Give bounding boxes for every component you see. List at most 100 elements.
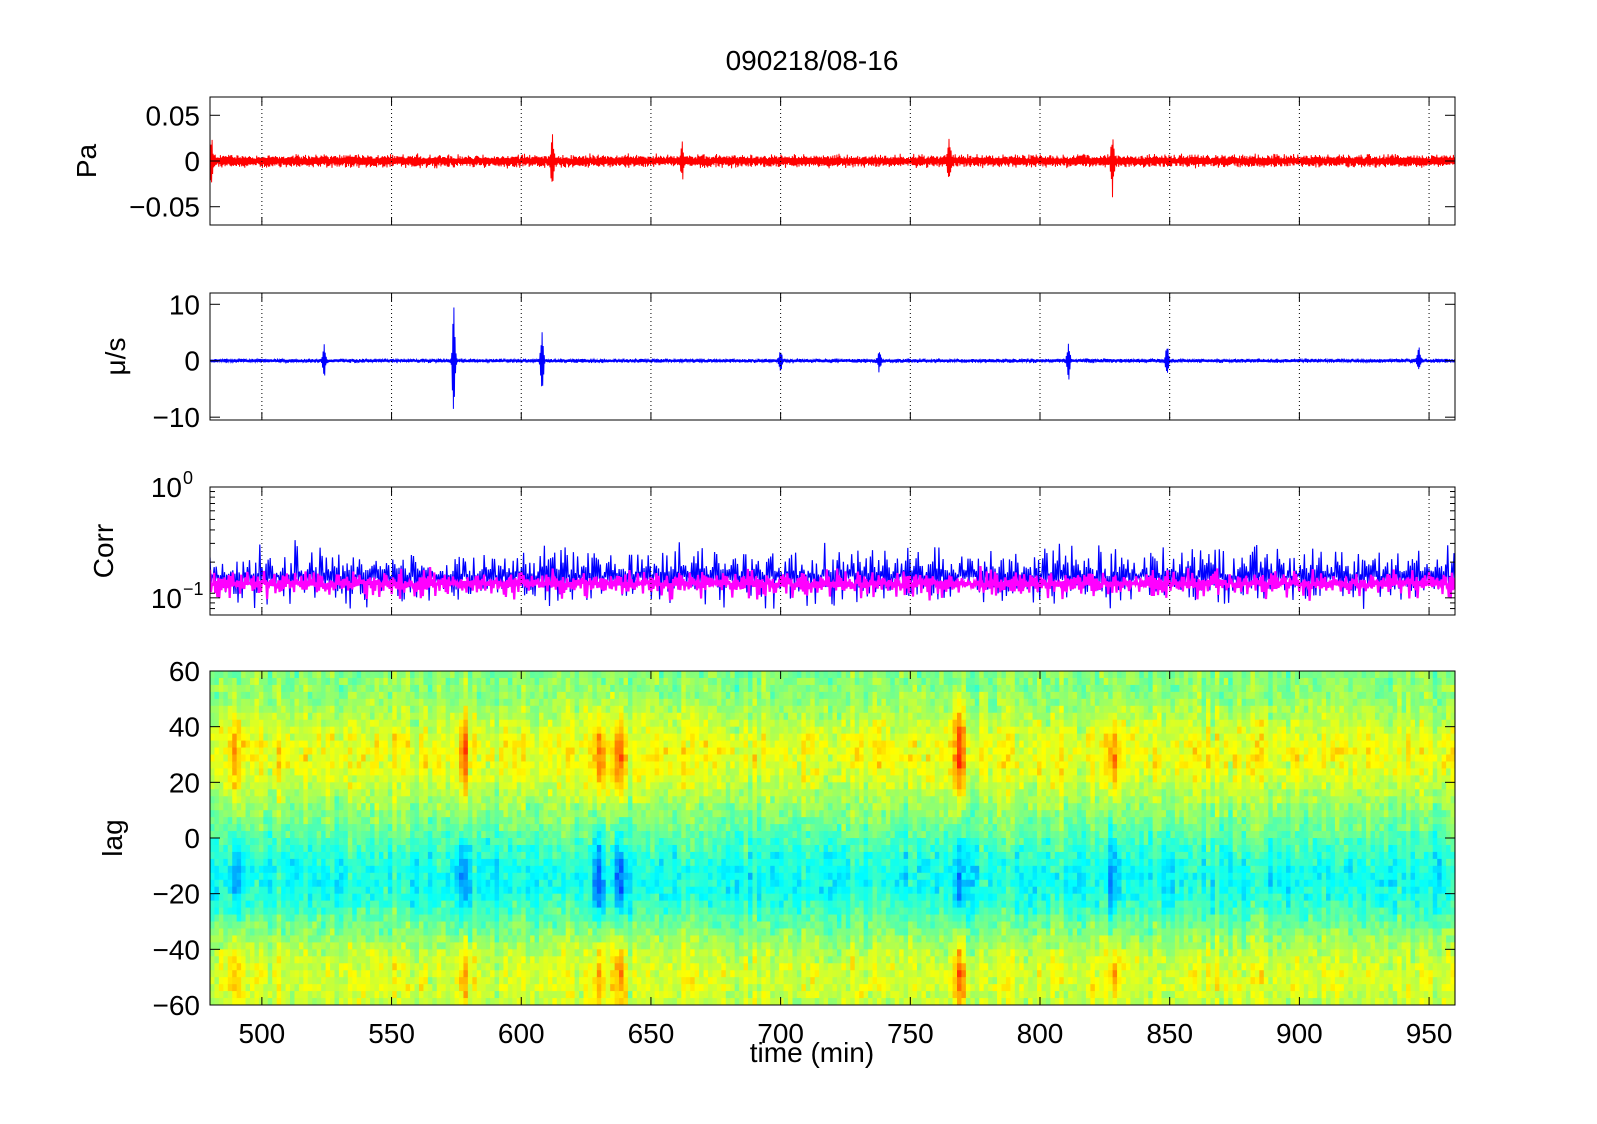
heatmap-cell — [507, 844, 513, 853]
heatmap-cell — [579, 810, 585, 818]
heatmap-cell — [587, 831, 593, 839]
heatmap-cell — [485, 858, 491, 867]
heatmap-cell — [450, 754, 456, 763]
heatmap-cell — [347, 754, 353, 763]
heatmap-cell — [583, 879, 589, 888]
heatmap-cell — [232, 914, 238, 923]
heatmap-cell — [276, 851, 282, 860]
heatmap-cell — [392, 831, 398, 839]
heatmap-cell — [636, 886, 642, 895]
heatmap-cell — [245, 698, 251, 707]
heatmap-cell — [516, 858, 522, 867]
heatmap-cell — [347, 998, 353, 1005]
heatmap-cell — [467, 810, 473, 818]
heatmap-cell — [614, 768, 620, 776]
heatmap-cell — [325, 684, 331, 693]
heatmap-cell — [619, 907, 625, 916]
heatmap-cell — [387, 977, 393, 985]
heatmap-cell — [361, 824, 367, 832]
heatmap-cell — [552, 886, 558, 895]
heatmap-cell — [459, 754, 465, 763]
heatmap-cell — [650, 991, 656, 999]
heatmap-cell — [619, 803, 625, 811]
heatmap-cell — [503, 858, 509, 867]
heatmap-cell — [570, 782, 576, 790]
heatmap-cell — [459, 817, 465, 825]
heatmap-cell — [547, 865, 553, 874]
heatmap-cell — [521, 810, 527, 818]
heatmap-cell — [361, 949, 367, 957]
heatmap-cell — [401, 824, 407, 832]
heatmap-cell — [267, 789, 273, 797]
heatmap-cell — [370, 747, 376, 756]
heatmap-cell — [587, 935, 593, 943]
heatmap-cell — [623, 886, 629, 895]
heatmap-cell — [263, 677, 269, 686]
heatmap-cell — [365, 851, 371, 860]
heatmap-cell — [632, 942, 638, 950]
heatmap-cell — [352, 838, 358, 846]
heatmap-cell — [272, 942, 278, 950]
heatmap-cell — [436, 893, 442, 902]
heatmap-cell — [396, 768, 402, 776]
heatmap-cell — [596, 719, 602, 728]
heatmap-cell — [263, 747, 269, 756]
heatmap-cell — [321, 705, 327, 714]
heatmap-cell — [525, 893, 531, 902]
heatmap-cell — [494, 914, 500, 923]
heatmap-cell — [236, 977, 242, 985]
heatmap-cell — [423, 733, 429, 742]
heatmap-cell — [258, 879, 264, 888]
heatmap-cell — [347, 935, 353, 943]
heatmap-cell — [223, 949, 229, 957]
heatmap-cell — [459, 782, 465, 790]
heatmap-cell — [307, 824, 313, 832]
heatmap-cell — [298, 984, 304, 992]
heatmap-cell — [258, 984, 264, 992]
heatmap-cell — [516, 907, 522, 916]
heatmap-cell — [418, 810, 425, 818]
heatmap-cell — [227, 865, 233, 874]
heatmap-cell — [307, 872, 313, 881]
heatmap-cell — [316, 817, 322, 825]
heatmap-cell — [476, 677, 482, 686]
heatmap-cell — [427, 949, 433, 957]
heatmap-cell — [241, 684, 247, 693]
heatmap-cell — [565, 684, 571, 693]
heatmap-cell — [467, 872, 473, 881]
heatmap-cell — [352, 991, 358, 999]
heatmap-cell — [454, 963, 460, 971]
heatmap-cell — [378, 886, 385, 895]
heatmap-cell — [485, 789, 491, 797]
heatmap-cell — [227, 712, 233, 721]
heatmap-cell — [272, 761, 278, 770]
heatmap-cell — [499, 712, 505, 721]
heatmap-cell — [418, 851, 425, 860]
heatmap-cell — [410, 733, 416, 742]
heatmap-cell — [530, 719, 536, 728]
heatmap-cell — [512, 872, 518, 881]
heatmap-cell — [547, 747, 553, 756]
heatmap-cell — [632, 984, 638, 992]
heatmap-cell — [210, 698, 216, 707]
heatmap-cell — [343, 858, 349, 867]
heatmap-cell — [254, 831, 260, 839]
heatmap-cell — [512, 858, 518, 867]
heatmap-cell — [481, 851, 487, 860]
heatmap-cell — [361, 942, 367, 950]
heatmap-cell — [490, 719, 496, 728]
heatmap-cell — [227, 879, 233, 888]
heatmap-cell — [383, 698, 389, 707]
heatmap-cell — [641, 921, 647, 930]
heatmap-cell — [294, 698, 300, 707]
heatmap-cell — [641, 789, 647, 797]
heatmap-cell — [258, 851, 264, 860]
heatmap-cell — [654, 775, 660, 783]
heatmap-cell — [467, 733, 473, 742]
heatmap-cell — [378, 879, 385, 888]
heatmap-cell — [290, 775, 296, 783]
heatmap-cell — [570, 796, 576, 804]
heatmap-cell — [623, 803, 629, 811]
heatmap-cell — [210, 879, 216, 888]
heatmap-cell — [410, 914, 416, 923]
